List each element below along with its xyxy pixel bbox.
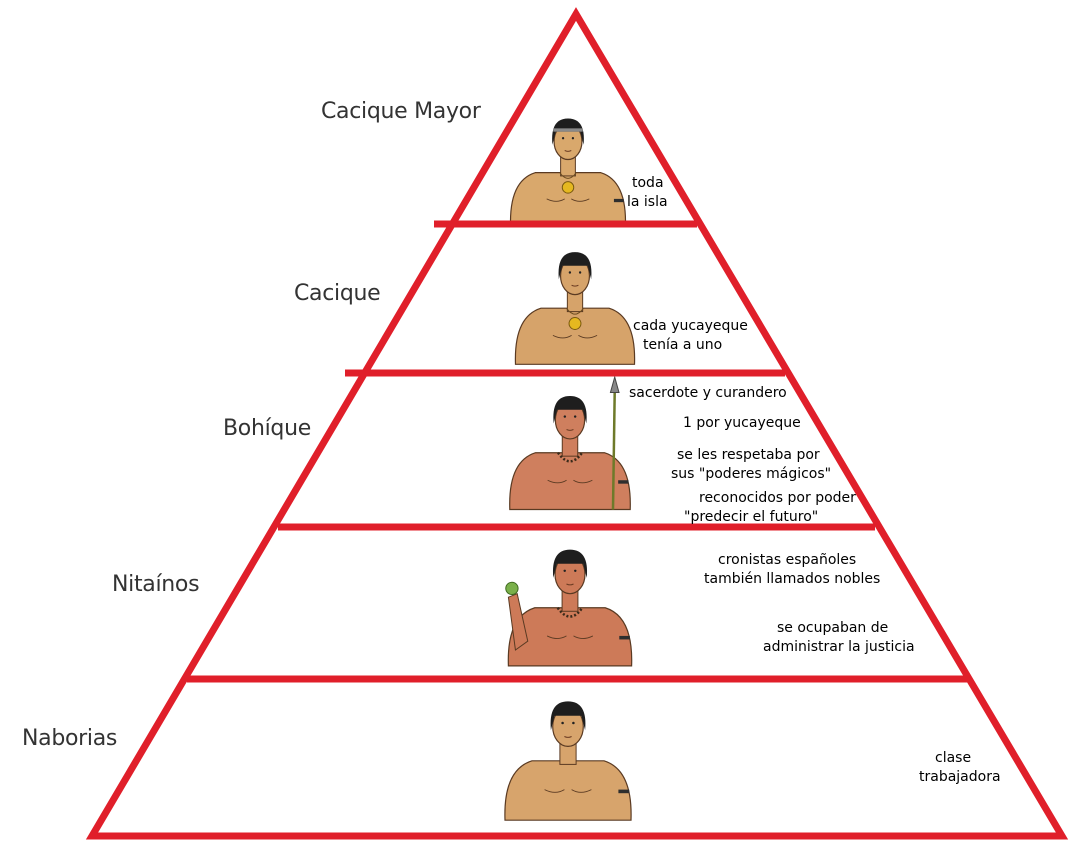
hair-shape	[553, 395, 587, 424]
note-naborias-2: trabajadora	[919, 769, 1001, 785]
note-bohique-2: 1 por yucayeque	[683, 415, 801, 431]
hair-shape	[550, 701, 586, 731]
raised-arm	[507, 592, 529, 651]
note-cacique-2: tenía a uno	[643, 337, 723, 353]
note-bohique-4: sus "poderes mágicos"	[671, 466, 832, 482]
chest-line	[573, 635, 594, 640]
note-bohique-1: sacerdote y curandero	[629, 385, 787, 401]
headband-shape	[553, 128, 583, 132]
eye-shape	[561, 721, 564, 725]
beaded-necklace-shape	[556, 607, 584, 618]
level-name-cacique: Cacique	[294, 281, 381, 306]
level-name-nitainos: Nitaínos	[112, 572, 200, 597]
chest-line	[571, 789, 592, 793]
hair-shape	[552, 549, 588, 578]
torso-shape	[514, 307, 636, 365]
eye-shape	[572, 721, 575, 725]
cacique-figure	[514, 252, 636, 365]
note-nitainos-2: también llamados nobles	[704, 571, 881, 587]
mouth-shape	[564, 736, 572, 738]
note-cacique-1: cada yucayeque	[633, 318, 748, 334]
pendant-shape	[561, 181, 575, 194]
torso-shape	[509, 452, 631, 511]
note-nitainos-1: cronistas españoles	[718, 552, 857, 568]
note-bohique-6: "predecir el futuro"	[684, 509, 819, 525]
note-cacique-mayor-1: toda	[632, 175, 664, 191]
chest-line	[544, 789, 565, 793]
level-name-naborias: Naborias	[22, 726, 118, 751]
armband-shape	[618, 480, 629, 484]
bohique-figure	[509, 375, 631, 511]
torso-shape	[509, 172, 627, 228]
chest-line	[571, 198, 590, 202]
chest-line	[547, 479, 567, 484]
chest-line	[546, 198, 565, 202]
chest-line	[552, 334, 572, 339]
eye-shape	[571, 137, 575, 140]
armband-shape	[618, 789, 630, 794]
note-nitainos-3: se ocupaban de	[777, 620, 889, 636]
note-bohique-3: se les respetaba por	[677, 447, 820, 463]
armband-shape	[613, 198, 624, 203]
level-name-bohique: Bohíque	[223, 416, 311, 441]
eye-shape	[574, 569, 577, 573]
hair-shape	[558, 252, 592, 280]
eye-shape	[563, 415, 567, 418]
eye-shape	[561, 137, 565, 140]
necklace-shape	[559, 172, 577, 179]
chest-line	[573, 479, 593, 484]
held-object	[505, 581, 519, 596]
spear-head	[609, 375, 620, 394]
chest-line	[578, 334, 598, 339]
spear-shaft	[611, 390, 616, 510]
torso-shape	[507, 607, 633, 667]
eye-shape	[578, 271, 582, 274]
level-name-cacique-mayor: Cacique Mayor	[321, 99, 481, 124]
note-cacique-mayor-2: la isla	[627, 194, 668, 210]
note-naborias-1: clase	[935, 750, 972, 766]
note-bohique-5: reconocidos por poder	[699, 490, 856, 506]
cacique-mayor-figure	[509, 118, 627, 228]
necklace-shape	[566, 307, 584, 315]
note-nitainos-4: administrar la justicia	[763, 639, 915, 655]
chest-line	[546, 635, 567, 640]
mouth-shape	[564, 150, 572, 152]
naborias-figure	[504, 701, 632, 821]
eye-shape	[568, 271, 572, 274]
armband-shape	[619, 635, 630, 640]
pendant-shape	[568, 317, 582, 330]
pyramid-outline	[85, 7, 1069, 840]
mouth-shape	[566, 583, 574, 586]
eye-shape	[563, 569, 566, 573]
nitainos-figure	[505, 549, 633, 667]
mouth-shape	[566, 429, 574, 431]
mouth-shape	[571, 284, 579, 287]
eye-shape	[573, 415, 577, 418]
torso-shape	[504, 760, 632, 821]
